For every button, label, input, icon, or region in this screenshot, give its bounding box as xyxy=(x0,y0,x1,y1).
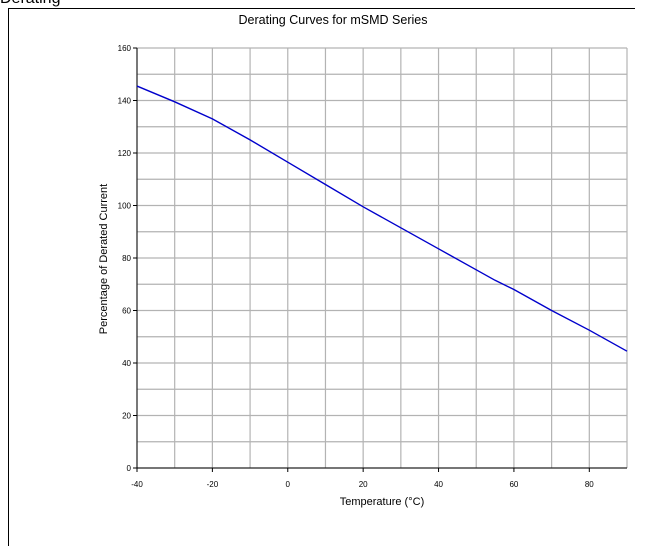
x-tick-label: 0 xyxy=(286,480,291,489)
x-tick-label: 80 xyxy=(585,480,594,489)
chart-title: Derating Curves for mSMD Series xyxy=(239,13,428,27)
y-tick-label: 60 xyxy=(122,307,131,316)
y-tick-label: 140 xyxy=(118,97,132,106)
y-tick-labels: 0 20 40 60 80 100 120 140 160 xyxy=(118,44,137,473)
grid-lines xyxy=(136,47,628,469)
series-line-0 xyxy=(136,85,628,352)
x-axis-label: Temperature (°C) xyxy=(340,496,424,508)
x-tick-label: -40 xyxy=(131,480,143,489)
y-tick-label: 40 xyxy=(122,359,131,368)
x-tick-label: 60 xyxy=(509,480,518,489)
y-tick-label: 20 xyxy=(122,412,131,421)
x-tick-label: 20 xyxy=(359,480,368,489)
x-tick-label: -20 xyxy=(207,480,219,489)
y-tick-label: 80 xyxy=(122,254,131,263)
chart-frame xyxy=(8,8,635,546)
x-tick-label: 40 xyxy=(434,480,443,489)
y-axis-label: Percentage of Derated Current xyxy=(98,184,110,334)
y-tick-label: 160 xyxy=(118,44,132,53)
series-group xyxy=(136,85,628,352)
x-tick-labels: -40 -20 0 20 40 60 80 xyxy=(131,468,594,489)
y-tick-label: 120 xyxy=(118,149,132,158)
y-tick-label: 100 xyxy=(118,202,132,211)
y-tick-label: 0 xyxy=(127,464,132,473)
partial-heading-text: Derating xyxy=(0,0,60,8)
